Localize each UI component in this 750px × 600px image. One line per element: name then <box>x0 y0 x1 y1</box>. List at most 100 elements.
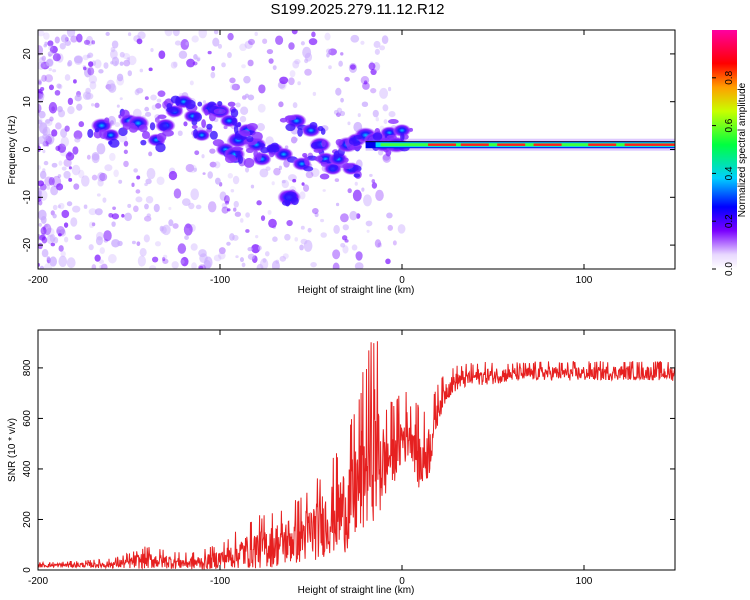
spectrogram-speckle <box>88 61 94 68</box>
spectrogram-speckle <box>57 233 62 237</box>
spectrogram-speckle <box>262 38 268 44</box>
spectrogram-speckle <box>268 218 277 228</box>
spectrogram-speckle <box>177 130 183 137</box>
spectrogram-speckle <box>230 83 238 91</box>
spectrogram-speckle <box>217 43 223 49</box>
spectrogram-speckle <box>83 204 88 209</box>
colorbar-label: Normalized spectral amplitude <box>737 82 748 217</box>
spectrogram-speckle <box>104 164 113 172</box>
spectrogram-speckle <box>257 103 266 113</box>
spectrogram-blob-fragment <box>191 124 198 130</box>
spectrogram-speckle <box>63 170 71 179</box>
spectrogram-speckle <box>271 181 275 186</box>
spectrogram-speckle <box>227 173 234 179</box>
spectrogram-speckle <box>383 119 388 124</box>
snr-ticks: -200 -100 0 100 0 200 400 600 800 <box>22 330 675 587</box>
spectrogram-speckle <box>57 204 61 209</box>
spectrogram-speckle <box>126 57 131 62</box>
spectrogram-x-tick-label: -200 <box>28 275 48 286</box>
spectrogram-speckle <box>38 45 44 56</box>
spectrogram-blob-fragment <box>279 117 288 123</box>
spectrogram-speckle <box>150 94 157 101</box>
spectrogram-speckle <box>123 160 129 168</box>
spectrogram-speckle <box>294 237 299 242</box>
spectrogram-speckle <box>38 223 43 227</box>
spectrogram-speckle <box>340 52 344 56</box>
spectrogram-speckle <box>194 150 200 156</box>
spectrogram-speckle <box>136 175 141 180</box>
spectrogram-speckle <box>38 165 42 170</box>
spectrogram-speckle <box>111 239 120 248</box>
spectrogram-speckle <box>221 206 229 214</box>
spectrogram-speckle <box>324 32 331 41</box>
spectrogram-speckle <box>95 236 103 246</box>
spectrogram-speckle <box>262 258 267 263</box>
spectrogram-speckle <box>96 143 106 155</box>
spectrogram-blob-fragment <box>319 173 330 180</box>
spectrogram-speckle <box>325 48 332 54</box>
spectrogram-speckle <box>111 40 119 49</box>
spectrogram-speckle <box>46 139 53 146</box>
spectrogram-speckle <box>51 106 55 112</box>
spectrogram-speckle <box>99 172 108 182</box>
spectrogram-speckle <box>44 119 51 124</box>
spectrogram-speckle <box>60 136 70 148</box>
spectrogram-speckle <box>156 176 165 186</box>
spectrogram-speckle <box>191 262 197 269</box>
spectrogram-speckle <box>97 172 106 182</box>
spectrogram-speckle <box>93 59 102 69</box>
spectrogram-blob-fragment <box>321 140 326 148</box>
spectrogram-speckle <box>178 50 188 59</box>
spectrogram-speckle <box>357 113 361 118</box>
spectrogram-blob-fragment <box>317 126 324 132</box>
spectrogram-blob-fragment <box>284 115 297 121</box>
spectrogram-y-tick-label: 20 <box>22 48 33 60</box>
spectrogram-speckle <box>56 229 61 234</box>
spectrogram-speckle <box>288 77 295 86</box>
spectrogram-speckle <box>314 212 319 218</box>
spectrogram-speckle <box>43 160 49 166</box>
spectrogram-speckle <box>58 160 63 166</box>
snr-y-tick-label: 800 <box>22 359 33 376</box>
spectrogram-speckle <box>61 166 67 171</box>
spectrogram-speckle <box>233 200 239 208</box>
page-title: S199.2025.279.11.12.R12 <box>270 1 445 18</box>
spectrogram-speckle <box>229 77 236 84</box>
spectrogram-speckle <box>52 69 57 73</box>
spectrogram-speckle <box>247 94 255 101</box>
spectrogram-speckle <box>76 33 83 43</box>
spectrogram-speckle <box>46 142 50 147</box>
spectrogram-blob-fragment <box>246 136 254 143</box>
spectrogram-speckle <box>259 168 269 178</box>
spectrogram-speckle <box>108 253 117 264</box>
spectrogram-speckle <box>371 179 376 184</box>
spectral-line-hotspot <box>624 143 653 146</box>
spectral-line-inner <box>380 143 675 147</box>
spectrogram-speckle <box>38 242 43 250</box>
spectrogram-speckle <box>342 224 349 231</box>
spectrogram-speckle <box>48 84 54 91</box>
spectrogram-speckle <box>133 205 139 213</box>
spectrogram-speckle <box>66 30 76 38</box>
spectrogram-speckle <box>162 254 168 259</box>
spectrogram-y-tick-label: -10 <box>22 190 33 205</box>
spectrogram-blob-fragment <box>141 130 151 140</box>
spectrogram-blob-fragment <box>314 156 323 162</box>
spectrogram-speckle <box>244 167 250 173</box>
spectrogram-blob-fragment <box>232 146 244 151</box>
spectrogram-speckle <box>127 32 132 37</box>
spectral-line-hotspot <box>428 143 457 146</box>
spectrogram-blob <box>328 152 348 166</box>
spectrogram-speckle <box>159 225 164 232</box>
spectrogram-speckle <box>91 174 98 181</box>
spectrogram-speckle <box>385 258 391 265</box>
spectrogram-speckle <box>244 40 253 50</box>
spectrogram-blob-fragment <box>348 137 357 145</box>
spectrogram-blob-fragment <box>170 95 181 104</box>
spectrogram-speckle <box>40 226 47 235</box>
spectrogram-speckle <box>232 175 240 185</box>
colorbar-tick-label: 0.2 <box>724 214 735 228</box>
spectrogram-speckle <box>312 91 317 96</box>
spectrogram-speckle <box>54 36 60 44</box>
spectrogram-speckle <box>73 55 83 64</box>
